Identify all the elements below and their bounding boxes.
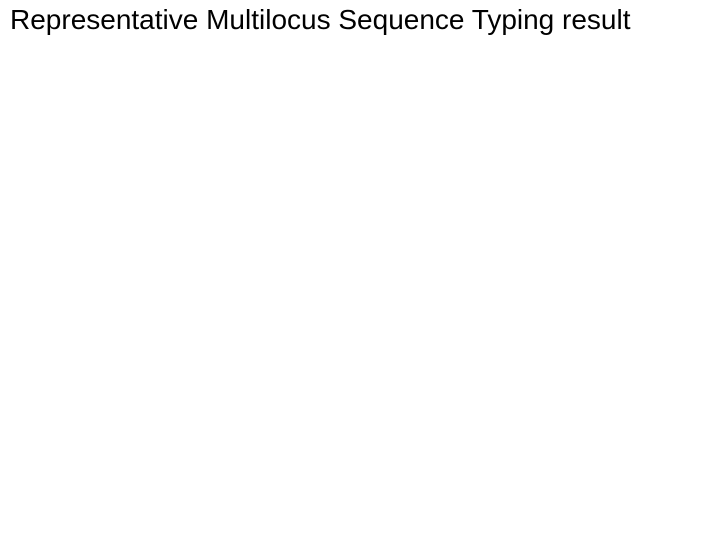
slide-canvas: Representative Multilocus Sequence Typin… [0,0,720,540]
slide-title: Representative Multilocus Sequence Typin… [10,4,631,36]
